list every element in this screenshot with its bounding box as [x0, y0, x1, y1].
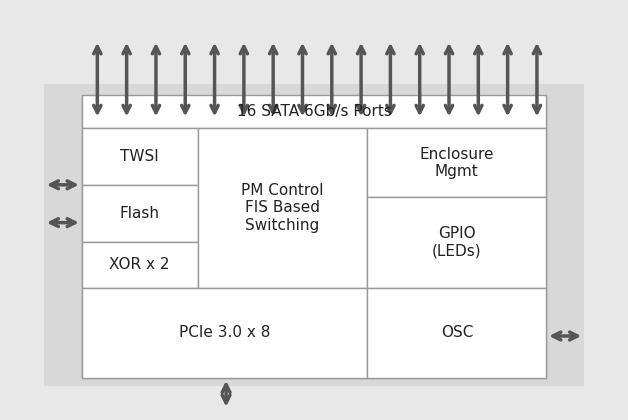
Text: Flash: Flash	[120, 206, 160, 220]
Text: PCIe 3.0 x 8: PCIe 3.0 x 8	[179, 326, 270, 340]
FancyBboxPatch shape	[82, 241, 198, 288]
FancyBboxPatch shape	[367, 288, 546, 378]
Text: OSC: OSC	[441, 326, 473, 340]
FancyBboxPatch shape	[367, 128, 546, 197]
Text: PM Control
FIS Based
Switching: PM Control FIS Based Switching	[241, 183, 324, 233]
Text: XOR x 2: XOR x 2	[109, 257, 170, 272]
Text: TWSI: TWSI	[121, 149, 159, 164]
FancyBboxPatch shape	[44, 84, 584, 386]
FancyBboxPatch shape	[82, 288, 367, 378]
FancyBboxPatch shape	[82, 185, 198, 242]
FancyBboxPatch shape	[82, 97, 546, 378]
Text: Enclosure
Mgmt: Enclosure Mgmt	[420, 147, 494, 179]
FancyBboxPatch shape	[198, 128, 367, 288]
FancyBboxPatch shape	[82, 94, 546, 128]
Text: GPIO
(LEDs): GPIO (LEDs)	[432, 226, 482, 259]
FancyBboxPatch shape	[367, 197, 546, 288]
Text: 16 SATA 6Gb/s Ports: 16 SATA 6Gb/s Ports	[237, 104, 391, 119]
FancyBboxPatch shape	[82, 128, 198, 185]
